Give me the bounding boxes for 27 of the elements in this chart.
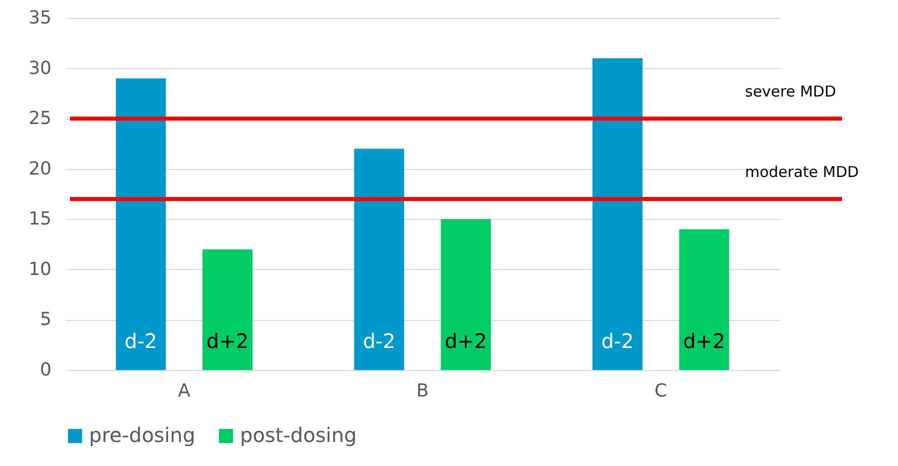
y-tick-label: 0: [40, 360, 52, 380]
bar: [354, 148, 404, 370]
bar: [679, 229, 730, 370]
legend-label: pre-dosing: [89, 423, 196, 447]
x-tick-label: B: [416, 380, 429, 402]
data-label: d+2: [683, 329, 726, 353]
y-tick-label: 15: [28, 208, 52, 230]
data-label: d-2: [601, 329, 634, 353]
y-tick-label: 10: [28, 258, 52, 280]
legend-label: post-dosing: [240, 423, 357, 447]
y-tick-label: 30: [28, 58, 52, 79]
data-label: d+2: [206, 329, 249, 353]
data-label: d-2: [124, 329, 158, 353]
bar: [592, 58, 642, 370]
data-label: d-2: [362, 329, 396, 353]
ref-line-label: severe MDD: [745, 82, 836, 101]
bar: [116, 78, 166, 370]
y-tick-label: 25: [28, 108, 52, 130]
y-tick-label: 20: [28, 158, 52, 180]
x-tick-label: A: [178, 380, 192, 402]
bar: [202, 249, 252, 370]
y-tick-label: 35: [28, 8, 52, 28]
ref-line-label: moderate MDD: [745, 163, 859, 182]
y-tick-label: 5: [40, 309, 52, 330]
bar: [440, 219, 491, 370]
data-label: d+2: [444, 329, 487, 353]
x-tick-label: C: [654, 380, 668, 402]
